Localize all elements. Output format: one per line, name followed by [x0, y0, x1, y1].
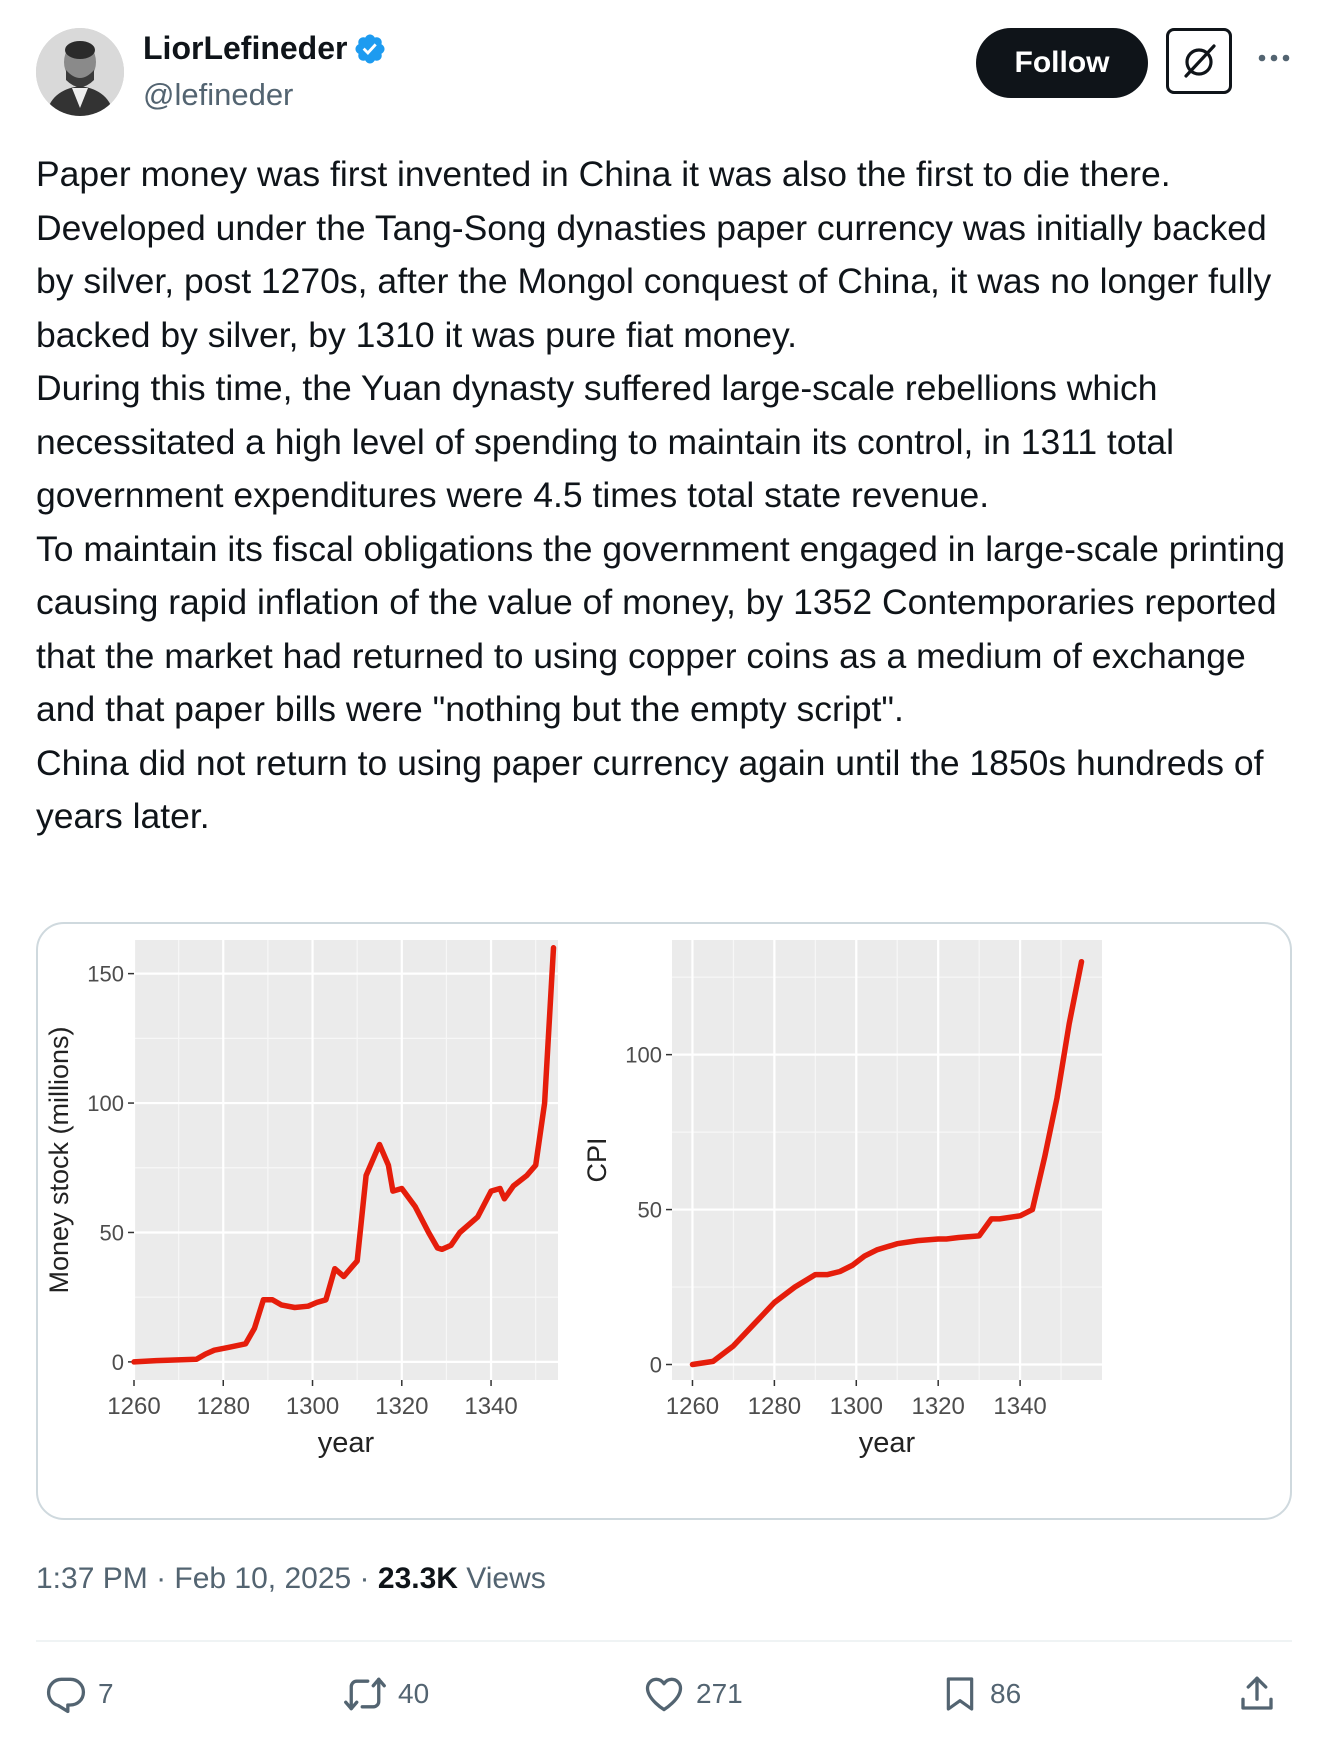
tweet-metadata: 1:37 PM · Feb 10, 2025 · 23.3K Views [36, 1562, 546, 1596]
tweet-time[interactable]: 1:37 PM [36, 1562, 148, 1595]
heart-icon [645, 1677, 683, 1712]
tweet-media-image[interactable]: 1260 1280 1300 1320 1340 0 50 100 150 year Money s… [36, 922, 1292, 1520]
charts-image: 1260 1280 1300 1320 1340 0 50 100 150 year Money s… [44, 940, 1102, 1459]
meta-separator: · [147, 1562, 175, 1595]
chart-1-panel [134, 940, 558, 1380]
more-options-button[interactable] [1254, 44, 1294, 72]
chart-1-tick-label-x: 1340 [464, 1393, 517, 1420]
chart-2-tick-label-y: 0 [650, 1353, 662, 1378]
chart-2-tick-label-x: 1300 [830, 1393, 883, 1420]
meta-separator-2: · [351, 1562, 378, 1595]
divider [36, 1640, 1292, 1642]
tweet-paragraph-2: During this time, the Yuan dynasty suffe… [36, 368, 1175, 515]
bookmark-count: 86 [990, 1678, 1022, 1709]
chart-1-tick-label-y: 150 [87, 962, 124, 987]
tweet-paragraph-1: Paper money was first invented in China … [36, 154, 1272, 355]
reply-count: 7 [98, 1678, 114, 1709]
reply-icon [46, 1677, 86, 1714]
chart-2-x-axis-label: year [859, 1427, 916, 1459]
views-label: Views [457, 1562, 546, 1595]
chart-1-tick-label-x: 1280 [197, 1393, 250, 1420]
views-count: 23.3K [377, 1562, 458, 1595]
chart-2-tick-label-x: 1260 [666, 1393, 719, 1420]
verified-badge-icon [355, 33, 385, 64]
author-display-name[interactable]: LiorLefineder [143, 30, 348, 66]
repost-count: 40 [398, 1678, 430, 1709]
chart-1-x-axis-label: year [318, 1427, 375, 1459]
chart-2-tick-label-x: 1320 [911, 1393, 964, 1420]
chart-2-tick-label-y: 100 [625, 1043, 662, 1068]
ellipsis-icon [1258, 54, 1290, 62]
chart-2-series-line [689, 958, 1085, 1368]
like-button[interactable]: 271 [642, 1670, 743, 1718]
chart-1-tick-label-x: 1260 [107, 1393, 160, 1420]
bookmark-button[interactable]: 86 [940, 1670, 1021, 1718]
chart-1-tick-label-x: 1320 [375, 1393, 428, 1420]
chart-2-tick-label-x: 1340 [993, 1393, 1046, 1420]
avatar-portrait-image [36, 28, 124, 116]
chart-2-tick-label-y: 50 [638, 1198, 662, 1223]
repost-button[interactable]: 40 [342, 1670, 429, 1718]
chart-1-y-axis-label: Money stock (millions) [44, 1026, 74, 1293]
share-button[interactable] [1236, 1670, 1278, 1718]
chart-1-tick-label-x: 1300 [286, 1393, 339, 1420]
follow-button[interactable]: Follow [976, 28, 1148, 98]
tweet-date[interactable]: Feb 10, 2025 [174, 1562, 352, 1595]
bookmark-icon [946, 1677, 974, 1711]
slashed-circle-icon [1184, 44, 1216, 78]
share-icon [1241, 1676, 1273, 1710]
like-count: 271 [696, 1678, 743, 1709]
chart-1-series-line [131, 945, 557, 1365]
tweet-paragraph-3: To maintain its fiscal obligations the g… [36, 528, 1286, 730]
chart-2-tick-label-x: 1280 [748, 1393, 801, 1420]
tweet-text: Paper money was first invented in China … [36, 148, 1296, 844]
author-handle[interactable]: @lefineder [143, 77, 294, 112]
author-name-row[interactable]: LiorLefineder [143, 30, 387, 67]
repost-icon [344, 1677, 386, 1711]
reply-button[interactable]: 7 [44, 1670, 114, 1718]
chart-1-tick-label-y: 100 [87, 1091, 124, 1116]
chart-1-tick-label-y: 0 [112, 1350, 124, 1375]
chart-2-panel [672, 940, 1102, 1380]
avatar[interactable] [36, 28, 124, 116]
grok-button[interactable] [1166, 28, 1232, 94]
chart-1-tick-label-y: 50 [100, 1220, 124, 1245]
chart-2-y-axis-label: CPI [582, 1137, 612, 1182]
tweet-paragraph-4: China did not return to using paper curr… [36, 742, 1264, 837]
